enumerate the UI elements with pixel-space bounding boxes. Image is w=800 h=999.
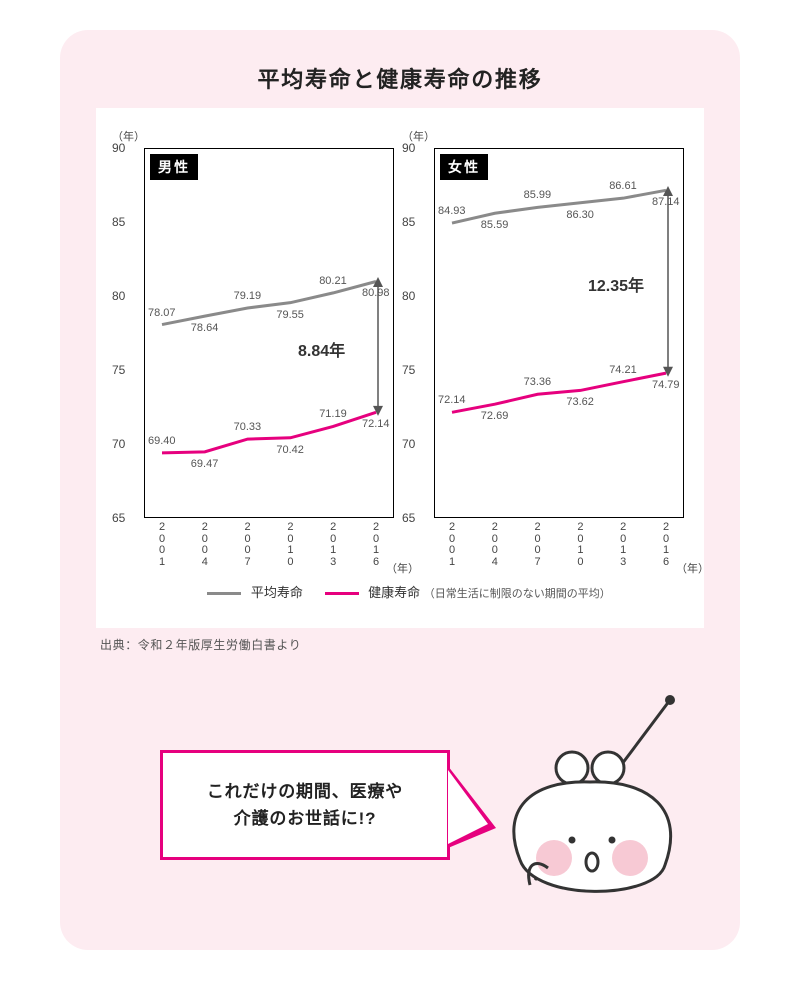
character-icon	[480, 690, 700, 920]
legend-swatch-healthy	[325, 592, 359, 595]
gap-arrow-icon	[370, 275, 390, 418]
data-label: 79.19	[234, 290, 262, 302]
x-tick-label: 2013	[326, 522, 340, 568]
y-tick-label: 85	[112, 215, 125, 229]
legend-label-healthy: 健康寿命	[368, 585, 420, 600]
pink-panel: 平均寿命と健康寿命の推移 （年） 男性 65707580859020012004…	[60, 30, 740, 950]
x-tick-label: 2010	[573, 522, 587, 568]
chart-title: 平均寿命と健康寿命の推移	[60, 62, 740, 94]
legend-note: （日常生活に制限のない期間の平均）	[424, 588, 611, 600]
y-tick-label: 80	[402, 289, 415, 303]
gap-label: 12.35年	[588, 272, 644, 296]
gap-arrow-icon	[660, 184, 680, 379]
data-label: 72.14	[438, 394, 466, 406]
x-tick-label: 2001	[445, 522, 459, 568]
x-axis-unit: （年）	[386, 560, 419, 576]
data-label: 70.33	[234, 421, 262, 433]
y-tick-label: 70	[112, 437, 125, 451]
x-tick-label: 2007	[241, 522, 255, 568]
x-axis-unit: （年）	[676, 560, 709, 576]
y-tick-label: 90	[402, 141, 415, 155]
data-label: 74.79	[652, 379, 680, 391]
data-label: 80.21	[319, 275, 347, 287]
data-label: 72.69	[481, 410, 509, 422]
data-label: 86.61	[609, 180, 637, 192]
gap-label: 8.84年	[298, 337, 345, 361]
x-tick-label: 2016	[369, 522, 383, 568]
data-label: 71.19	[319, 408, 347, 420]
data-label: 73.36	[524, 376, 552, 388]
y-tick-label: 85	[402, 215, 415, 229]
y-tick-label: 75	[112, 363, 125, 377]
data-label: 74.21	[609, 364, 637, 376]
data-label: 78.64	[191, 322, 219, 334]
data-label: 79.55	[276, 309, 304, 321]
data-label: 69.40	[148, 435, 176, 447]
x-tick-label: 2004	[488, 522, 502, 568]
x-tick-label: 2007	[531, 522, 545, 568]
speech-text: これだけの期間、医療や介護のお世話に!?	[207, 778, 403, 832]
plot-lines	[434, 148, 684, 518]
chart-male: （年） 男性 657075808590200120042007201020132…	[144, 148, 394, 518]
plot-lines	[144, 148, 394, 518]
x-tick-label: 2016	[659, 522, 673, 568]
x-tick-label: 2010	[283, 522, 297, 568]
chart-female: （年） 女性 657075808590200120042007201020132…	[434, 148, 684, 518]
data-label: 78.07	[148, 307, 176, 319]
y-tick-label: 80	[112, 289, 125, 303]
x-tick-label: 2004	[198, 522, 212, 568]
data-label: 84.93	[438, 205, 466, 217]
page: 平均寿命と健康寿命の推移 （年） 男性 65707580859020012004…	[0, 0, 800, 999]
data-label: 69.47	[191, 458, 219, 470]
chart-card: （年） 男性 657075808590200120042007201020132…	[96, 108, 704, 628]
legend-swatch-life	[207, 592, 241, 595]
data-label: 72.14	[362, 418, 390, 430]
y-tick-label: 65	[402, 511, 415, 525]
x-tick-label: 2001	[155, 522, 169, 568]
legend-label-life: 平均寿命	[251, 585, 303, 600]
y-tick-label: 90	[112, 141, 125, 155]
y-tick-label: 75	[402, 363, 415, 377]
charts-area: （年） 男性 657075808590200120042007201020132…	[96, 108, 704, 628]
data-label: 86.30	[566, 209, 594, 221]
x-tick-label: 2013	[616, 522, 630, 568]
y-tick-label: 65	[112, 511, 125, 525]
data-label: 70.42	[276, 444, 304, 456]
legend: 平均寿命 健康寿命 （日常生活に制限のない期間の平均）	[96, 582, 704, 601]
data-label: 85.99	[524, 189, 552, 201]
source-citation: 出典：令和２年版厚生労働白書より	[100, 636, 301, 653]
data-label: 73.62	[566, 396, 594, 408]
y-tick-label: 70	[402, 437, 415, 451]
speech-bubble: これだけの期間、医療や介護のお世話に!?	[160, 750, 450, 860]
data-label: 85.59	[481, 219, 509, 231]
